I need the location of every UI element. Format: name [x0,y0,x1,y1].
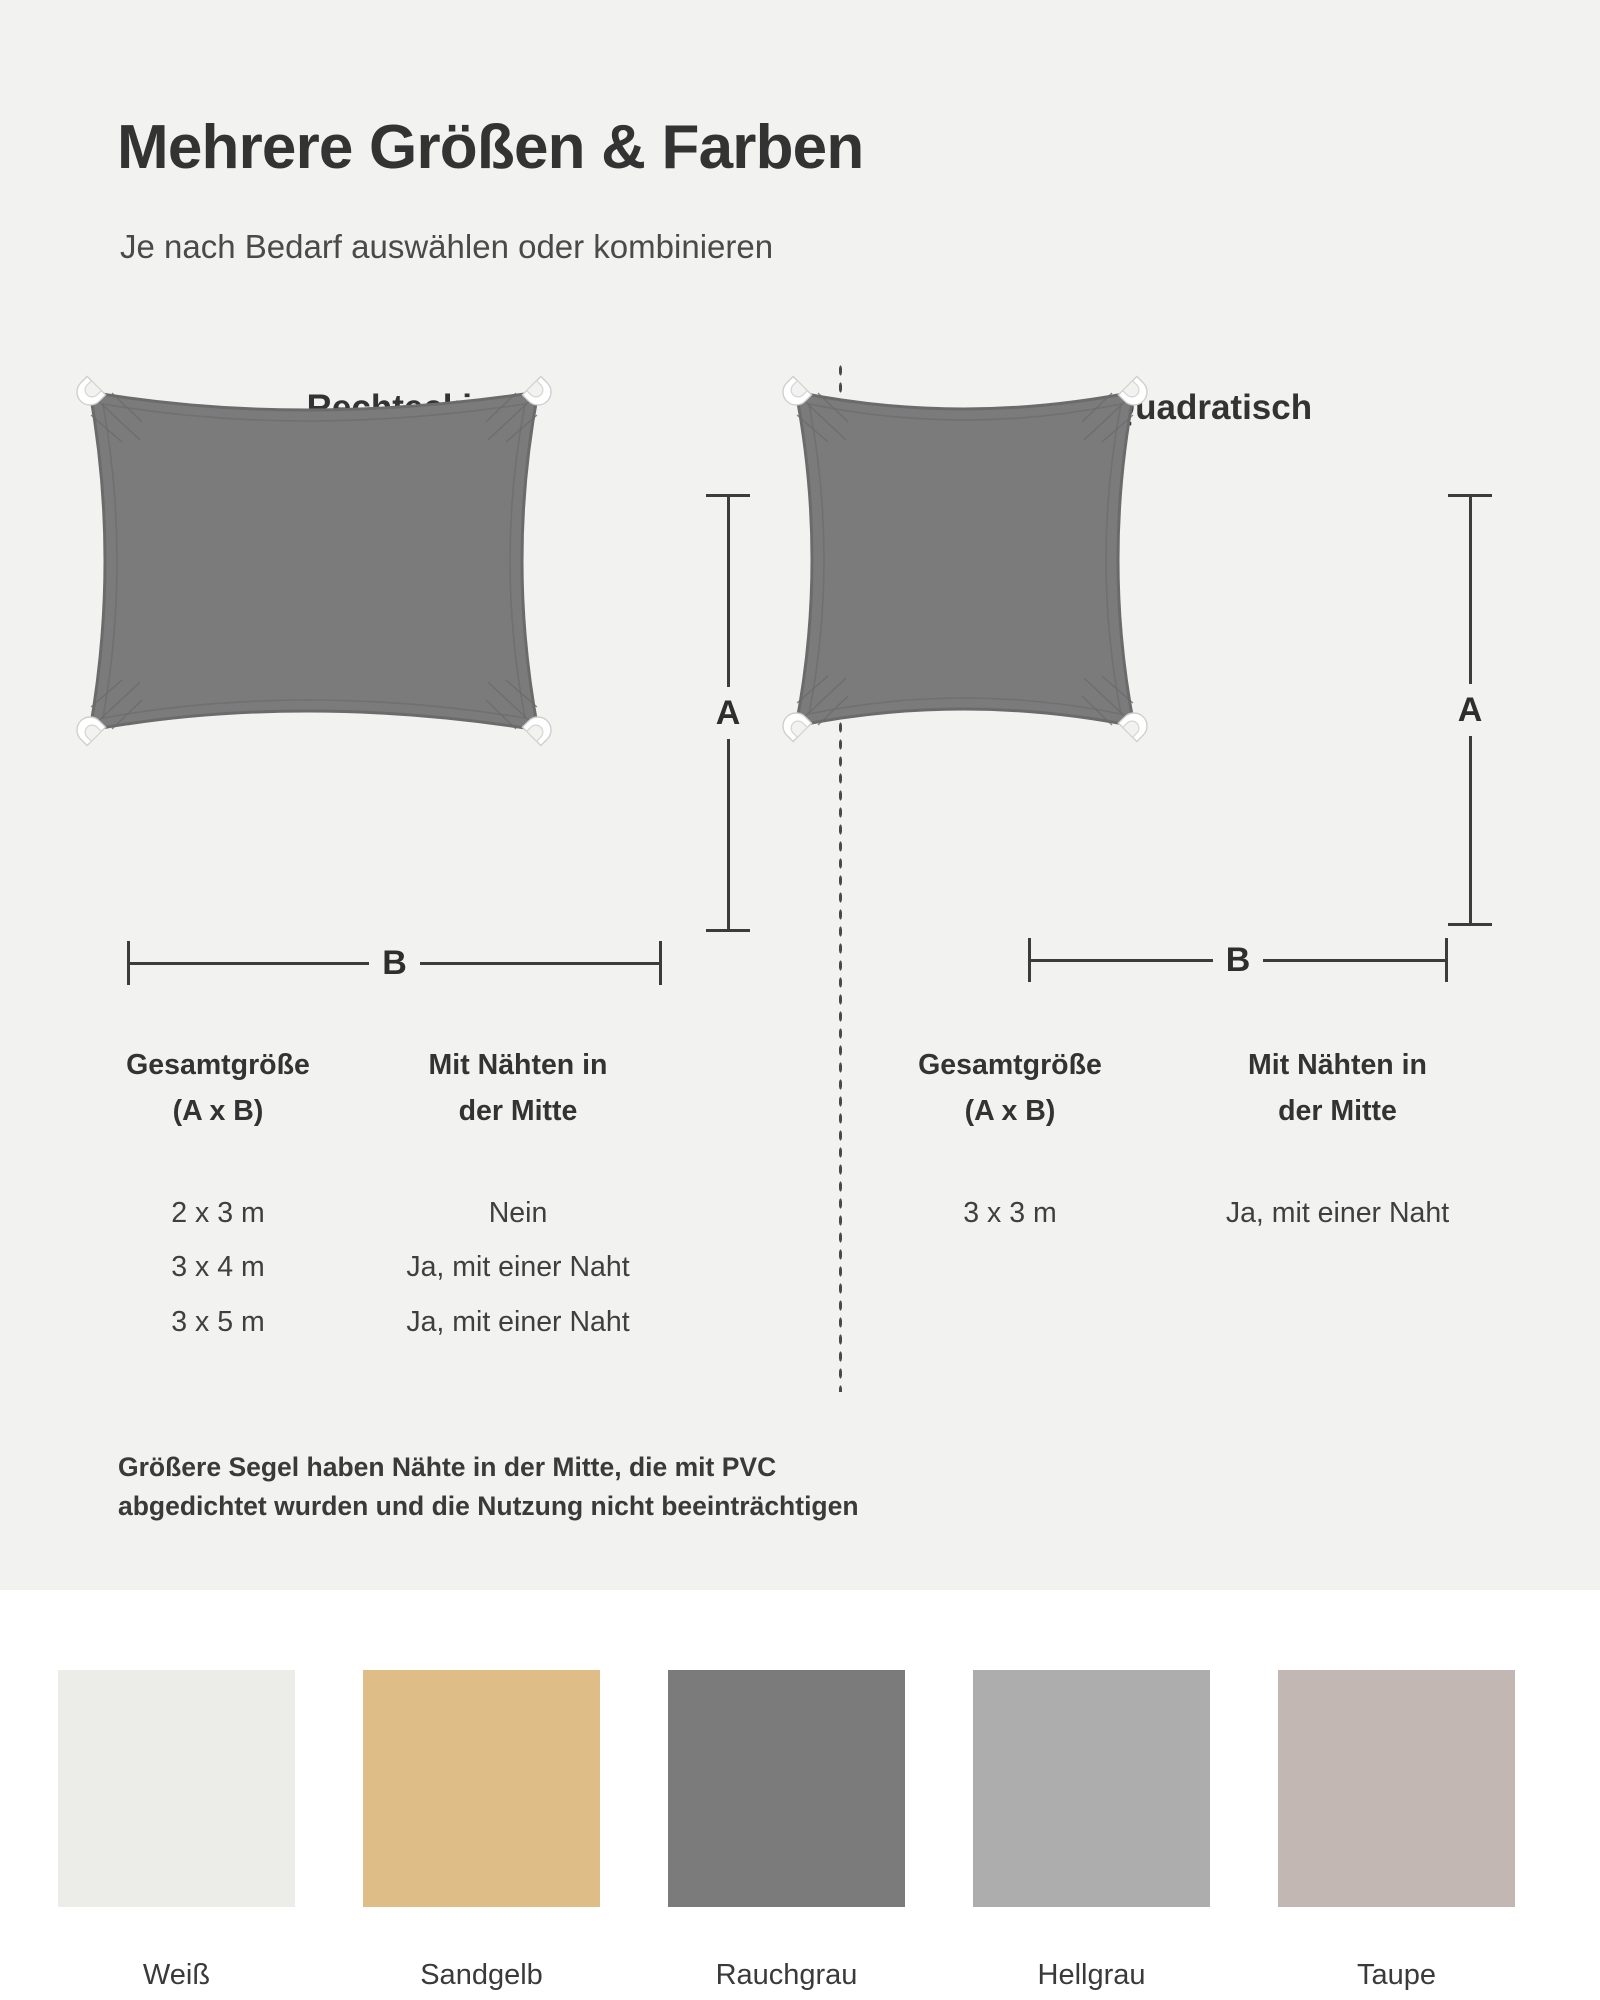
color-option-sandgelb[interactable]: Sandgelb [363,1670,600,1992]
dimension-cap-bottom [706,929,750,932]
dimension-label-b: B [382,944,407,982]
table-row: 3 x 3 m Ja, mit einer Naht [870,1186,1570,1240]
rectangular-sail-diagram [60,370,570,770]
column-header-seams: Mit Nähten in der Mitte [1150,1042,1525,1134]
column-header-size: Gesamtgröße (A x B) [870,1042,1150,1134]
dimension-line-lower [1468,736,1472,923]
sail-hem-stitch [102,403,526,719]
dimension-line-upper [726,497,730,687]
color-option-rauchgrau[interactable]: Rauchgrau [668,1670,905,1992]
color-option-hellgrau[interactable]: Hellgrau [973,1670,1210,1992]
cell-seams: Nein [488,1197,548,1230]
cell-size: 3 x 5 m [171,1305,265,1338]
color-option-weiss[interactable]: Weiß [58,1670,295,1992]
rectangular-dimension-b: B [127,941,662,985]
sizes-panel: Mehrere Größen & Farben Je nach Bedarf a… [0,0,1600,1590]
dimension-line-upper [1468,497,1472,684]
color-label: Rauchgrau [715,1959,858,1991]
sail-body [88,390,540,732]
table-header-row: Gesamtgröße (A x B) Mit Nähten in der Mi… [78,1042,778,1134]
table-spacer [78,1134,778,1186]
column-header-size-line1: Gesamtgröße [126,1049,310,1081]
dimension-cap-top [1448,494,1492,497]
square-spec-table: Gesamtgröße (A x B) Mit Nähten in der Mi… [870,1042,1570,1240]
dimension-cap-left [127,941,130,985]
cell-seams: Ja, mit einer Naht [1225,1197,1450,1230]
dimension-cap-left [1028,938,1031,982]
table-row: 3 x 5 m Ja, mit einer Naht [78,1295,778,1349]
dimension-cap-bottom [1448,923,1492,926]
square-dimension-a: A [1448,494,1492,926]
color-label: Sandgelb [420,1959,543,1991]
color-label: Hellgrau [1037,1959,1146,1991]
color-option-taupe[interactable]: Taupe [1278,1670,1515,1992]
column-header-size: Gesamtgröße (A x B) [78,1042,358,1134]
dimension-line-left [130,961,370,965]
footnote-line1: Größere Segel haben Nähte in der Mitte, … [118,1452,777,1482]
color-label: Weiß [142,1959,211,1991]
color-swatch[interactable] [1278,1670,1515,1907]
color-label: Taupe [1356,1959,1436,1991]
footnote-line2: abgedichtet wurden und die Nutzung nicht… [118,1491,859,1522]
cell-size: 2 x 3 m [171,1197,265,1230]
corner-d-rings [782,375,1148,743]
cell-size: 3 x 3 m [963,1197,1057,1230]
color-options-panel: Weiß Sandgelb Rauchgrau Hellgrau Taupe [0,1590,1600,2000]
color-swatch[interactable] [58,1670,295,1907]
column-header-seams-line2: der Mitte [458,1095,578,1128]
corner-d-rings [76,375,552,747]
column-header-seams-line1: Mit Nähten in [428,1049,608,1081]
sail-body [794,390,1136,728]
column-header-seams-line2: der Mitte [1278,1095,1397,1128]
table-spacer [870,1134,1570,1186]
dimension-label-a: A [715,694,741,732]
rectangular-spec-table: Gesamtgröße (A x B) Mit Nähten in der Mi… [78,1042,778,1349]
dimension-cap-right [659,941,662,985]
cell-seams: Ja, mit einer Naht [406,1305,630,1338]
dimension-label-a: A [1457,691,1483,729]
page-subtitle: Je nach Bedarf auswählen oder kombiniere… [120,228,774,265]
sail-hem-stitch [807,402,1123,716]
column-header-size-line1: Gesamtgröße [918,1049,1102,1081]
color-swatch[interactable] [668,1670,905,1907]
column-header-size-line2: (A x B) [964,1095,1056,1128]
dimension-line-right [419,961,659,965]
cell-seams: Ja, mit einer Naht [406,1251,630,1284]
square-sail-diagram [770,370,1160,765]
dimension-line-right [1263,958,1445,962]
dimension-line-left [1031,958,1213,962]
color-swatch[interactable] [363,1670,600,1907]
dimension-label-b: B [1225,941,1251,979]
section-divider [838,362,843,1392]
table-row: 2 x 3 m Nein [78,1186,778,1240]
column-header-seams-line1: Mit Nähten in [1248,1049,1427,1081]
dimension-line-lower [726,739,730,929]
square-dimension-b: B [1028,938,1448,982]
dimension-cap-right [1445,938,1448,982]
column-header-seams: Mit Nähten in der Mitte [358,1042,678,1134]
cell-size: 3 x 4 m [171,1251,265,1284]
color-swatch[interactable] [973,1670,1210,1907]
column-header-size-line2: (A x B) [172,1095,264,1128]
page-title: Mehrere Größen & Farben [117,113,864,182]
table-header-row: Gesamtgröße (A x B) Mit Nähten in der Mi… [870,1042,1570,1134]
table-row: 3 x 4 m Ja, mit einer Naht [78,1240,778,1294]
rectangular-dimension-a: A [706,494,750,932]
dimension-cap-top [706,494,750,497]
footnote: Größere Segel haben Nähte in der Mitte, … [118,1448,1318,1526]
